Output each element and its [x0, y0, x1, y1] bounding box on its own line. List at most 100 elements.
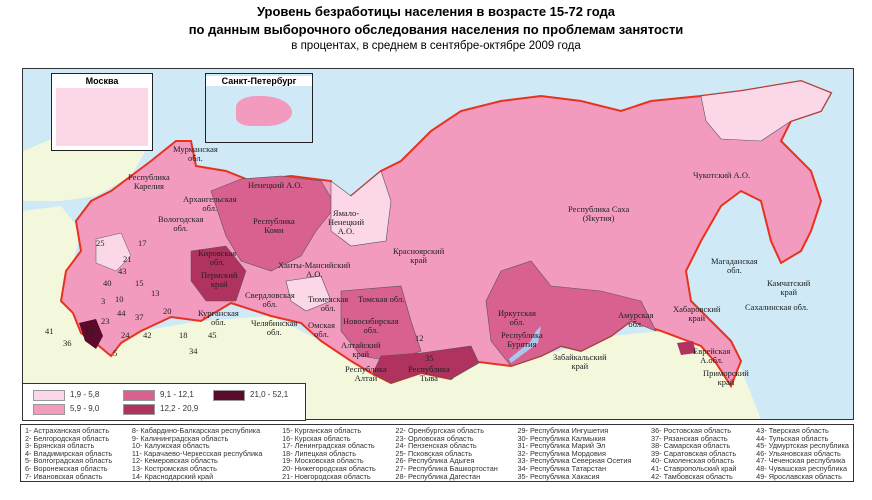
region-number-key: 1- Астраханская область 2- Белгородская о… — [20, 424, 854, 482]
map-label: Мурманская обл. — [173, 144, 218, 163]
map-label: Вологодская обл. — [158, 214, 204, 233]
map-label: 45 — [208, 330, 217, 340]
legend-label: 5,9 - 9,0 — [70, 404, 100, 413]
map-label: Приморский край — [703, 368, 749, 387]
region-key-column: 29- Республика Ингушетия 30- Республика К… — [517, 425, 631, 481]
map-label: Забайкальский край — [553, 352, 607, 371]
region-key-item: 42- Тамбовская область — [651, 471, 733, 481]
region-irkutsk-buryatia — [485, 260, 657, 367]
map-label: 10 — [115, 294, 124, 304]
map-label: 17 — [138, 238, 147, 248]
map-label: Ханты-Мансийский А.О. — [278, 260, 351, 279]
legend-label: 21,0 - 52,1 — [250, 390, 289, 399]
region-key-item: 27- Республика Башкортостан — [395, 463, 498, 473]
region-key-column: 36- Ростовская область 37- Рязанская обла… — [651, 425, 736, 481]
legend-swatch — [33, 404, 65, 415]
spb-inset: Санкт-Петербург — [205, 73, 313, 143]
region-key-item: 17- Ленинградская область — [282, 441, 375, 451]
map-label: 20 — [163, 306, 172, 316]
map-label: Кировская обл. — [198, 248, 237, 267]
map-label: Томская обл. — [358, 294, 405, 304]
moscow-inset-map — [56, 88, 148, 146]
map-title: Уровень безработицы населения в возрасте… — [256, 4, 616, 19]
lake-baikal — [509, 326, 541, 363]
region-key-item: 16- Курская область — [282, 433, 351, 443]
region-key-item: 26- Республика Адыгея — [395, 456, 475, 466]
region-key-item: 34- Республика Татарстан — [517, 463, 606, 473]
legend-label: 1,9 - 5,8 — [70, 390, 100, 399]
map-label: Тюменская обл. — [308, 294, 349, 313]
map-label: Республика Тыва — [408, 364, 450, 383]
region-key-item: 7- Ивановская область — [25, 471, 103, 481]
region-key-column: 43- Тверская область 44- Тульская область… — [756, 425, 849, 481]
region-key-item: 3- Брянская область — [25, 441, 95, 451]
map-label: 36 — [63, 338, 72, 348]
map-label: 15 — [135, 278, 144, 288]
region-key-item: 38- Самарская область — [651, 441, 731, 451]
region-key-item: 4- Владимирская область — [25, 448, 113, 458]
russia-unemployment-map: Москва Санкт-Петербург Мурманская обл. Ре… — [22, 68, 854, 420]
region-chukotka — [700, 80, 832, 142]
region-key-item: 8- Кабардино-Балкарская республика — [131, 426, 261, 435]
legend-swatch — [123, 404, 155, 415]
map-label: 13 — [151, 288, 160, 298]
map-label: Алтайский край — [341, 340, 381, 359]
region-caucasus — [79, 319, 103, 349]
region-key-column: 8- Кабардино-Балкарская республика 9- Кал… — [132, 425, 263, 481]
region-key-item: 31- Республика Марий Эл — [517, 441, 606, 451]
legend: 1,9 - 5,8 5,9 - 9,0 9,1 - 12,1 12,2 - 20,9 2… — [22, 383, 306, 421]
map-label: Челябинская обл. — [251, 318, 298, 337]
region-key-item: 44- Тульская область — [756, 433, 829, 443]
map-label: 12 — [415, 333, 424, 343]
region-key-item: 49- Ярославская область — [756, 471, 842, 481]
region-key-item: 40- Смоленская область — [651, 456, 735, 466]
map-label: Амурская обл. — [618, 310, 654, 329]
map-label: Камчатский край — [767, 278, 811, 297]
region-key-item: 47- Чеченская республика — [756, 456, 846, 466]
map-label: 43 — [118, 266, 127, 276]
moscow-inset: Москва — [51, 73, 153, 151]
region-key-item: 36- Ростовская область — [651, 426, 732, 435]
map-label: 23 — [101, 316, 110, 326]
legend-label: 9,1 - 12,1 — [160, 390, 194, 399]
region-key-item: 18- Липецкая область — [282, 448, 357, 458]
spb-inset-map — [236, 96, 292, 126]
region-key-item: 11- Карачаево-Черкесская республика — [131, 448, 263, 458]
map-label: Курганская обл. — [198, 308, 239, 327]
region-key-item: 37- Рязанская область — [651, 433, 728, 443]
map-label: Архангельская обл. — [183, 194, 237, 213]
region-key-item: 2- Белгородская область — [25, 433, 110, 443]
region-key-item: 43- Тверская область — [756, 426, 829, 435]
map-label: Омская обл. — [308, 320, 335, 339]
foreign-land — [23, 206, 761, 419]
region-key-item: 35- Республика Хакасия — [517, 471, 600, 481]
region-yamal — [330, 170, 392, 247]
region-key-item: 19- Московская область — [282, 456, 364, 466]
region-key-item: 12- Кемеровская область — [131, 456, 218, 466]
region-key-item: 30- Республика Калмыкия — [517, 433, 606, 443]
region-key-item: 9- Калининградская область — [131, 433, 229, 443]
region-tyva-altai — [372, 345, 480, 384]
map-canvas — [23, 69, 853, 419]
legend-swatch — [123, 390, 155, 401]
map-subtitle: по данным выборочного обследования насел… — [188, 22, 684, 37]
region-key-item: 24- Пензенская область — [395, 441, 477, 451]
map-label: Чукотский А.О. — [693, 170, 751, 180]
region-key-item: 23- Орловская область — [395, 433, 474, 443]
region-center — [95, 232, 132, 272]
map-label: 24 — [121, 330, 130, 340]
map-label: 41 — [45, 326, 54, 336]
region-key-item: 15- Курганская область — [282, 426, 362, 435]
region-key-item: 5- Волгоградская область — [25, 456, 113, 466]
region-key-item: 29- Республика Ингушетия — [517, 426, 609, 435]
map-label: Пермский край — [201, 270, 238, 289]
map-label: Республика Коми — [253, 216, 295, 235]
map-units: в процентах, в среднем в сентябре-октябр… — [291, 40, 581, 52]
region-tyumen — [285, 275, 332, 312]
region-key-item: 33- Республика Северная Осетия — [517, 456, 632, 466]
region-key-item: 22- Оренбургская область — [395, 426, 485, 435]
map-label: Ненецкий А.О. — [248, 180, 303, 190]
map-label: Ямало- Ненецкий А.О. — [328, 208, 365, 236]
region-key-column: 22- Оренбургская область 23- Орловская об… — [395, 425, 497, 481]
region-key-item: 13- Костромская область — [131, 463, 217, 473]
